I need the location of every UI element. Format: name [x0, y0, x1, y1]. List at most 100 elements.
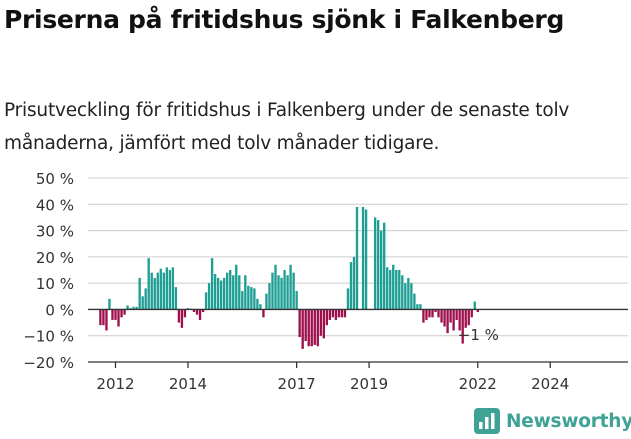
bar	[123, 309, 126, 315]
bar	[289, 264, 292, 310]
bar	[223, 277, 226, 310]
bar	[467, 309, 470, 326]
x-axis-ticks: 2012 2014 2017 2019 2022 2024	[96, 362, 569, 393]
bar	[150, 272, 153, 310]
bar	[138, 277, 141, 310]
x-tick-label: 2022	[459, 375, 497, 393]
bar	[452, 309, 455, 331]
bar	[395, 270, 398, 310]
x-tick-label: 2024	[531, 375, 569, 393]
bar	[346, 288, 350, 310]
bar	[171, 267, 175, 310]
bar	[235, 264, 238, 310]
bar	[283, 270, 286, 310]
bar	[280, 277, 283, 310]
bar	[126, 305, 129, 310]
bar	[262, 309, 265, 318]
y-tick-label: 20 %	[36, 249, 74, 267]
bar	[174, 287, 178, 310]
x-tick-label: 2014	[169, 375, 207, 393]
bar	[144, 288, 147, 310]
bar	[219, 280, 223, 310]
bar	[168, 270, 172, 310]
bar	[298, 309, 301, 338]
bar	[313, 309, 316, 345]
bar	[304, 309, 307, 341]
bar	[428, 309, 431, 318]
bar	[165, 267, 168, 310]
bar	[443, 309, 446, 327]
bar	[407, 277, 410, 310]
bar	[256, 298, 259, 310]
bar	[159, 268, 162, 310]
bar	[271, 272, 274, 310]
bar	[259, 304, 262, 310]
bars	[99, 206, 479, 349]
x-tick-label: 2017	[278, 375, 316, 393]
bar	[464, 309, 467, 328]
bar	[431, 309, 434, 318]
bar	[386, 267, 389, 310]
bar	[253, 288, 256, 310]
bar	[232, 275, 235, 310]
bar	[129, 308, 132, 310]
bar	[328, 309, 332, 320]
bar	[337, 309, 341, 318]
bar	[204, 292, 208, 310]
y-tick-label: 40 %	[36, 196, 74, 214]
bar	[310, 309, 313, 347]
bar	[461, 309, 464, 344]
bar	[352, 256, 356, 310]
bar	[141, 296, 144, 310]
bar	[319, 309, 322, 336]
bar	[99, 309, 102, 326]
y-tick-label: 0 %	[45, 301, 74, 319]
bar	[111, 309, 114, 320]
y-tick-label: 10 %	[36, 275, 74, 293]
bar	[192, 309, 196, 313]
bar	[286, 275, 289, 310]
bar	[361, 206, 365, 310]
bar	[162, 272, 165, 310]
bar	[458, 309, 461, 331]
bar	[404, 283, 407, 310]
bar	[316, 309, 319, 347]
bar	[180, 309, 184, 328]
bar	[473, 301, 476, 310]
chart-title: Priserna på fritidshus sjönk i Falkenber…	[4, 5, 565, 34]
bar	[247, 285, 250, 310]
bar	[120, 309, 123, 318]
bar	[422, 309, 425, 323]
bar	[470, 309, 473, 318]
bar	[343, 309, 347, 318]
bar	[440, 309, 443, 323]
bar	[292, 272, 295, 310]
bar	[455, 309, 458, 320]
last-value-annotation: −1 %	[458, 326, 499, 344]
bar	[392, 264, 395, 310]
bar	[213, 273, 217, 310]
y-tick-label: −20 %	[23, 354, 74, 372]
bar	[398, 270, 401, 310]
bar	[380, 230, 383, 310]
bar	[195, 309, 199, 315]
chart-subtitle: Prisutveckling för fritidshus i Falkenbe…	[4, 100, 570, 154]
bar	[476, 309, 479, 313]
bar	[132, 306, 135, 310]
bar	[355, 206, 359, 310]
bar	[153, 277, 156, 310]
bar	[419, 304, 422, 310]
bar	[147, 258, 150, 310]
bar	[229, 270, 232, 310]
bar	[373, 217, 377, 310]
bar	[241, 291, 244, 310]
brand-name: Newsworthy	[506, 410, 631, 432]
bar	[186, 308, 190, 310]
bar	[114, 309, 117, 320]
bar	[238, 275, 241, 310]
bar	[207, 283, 211, 310]
x-tick-label: 2019	[350, 375, 388, 393]
bar	[401, 275, 404, 310]
bar	[277, 275, 280, 310]
bar	[416, 304, 419, 310]
